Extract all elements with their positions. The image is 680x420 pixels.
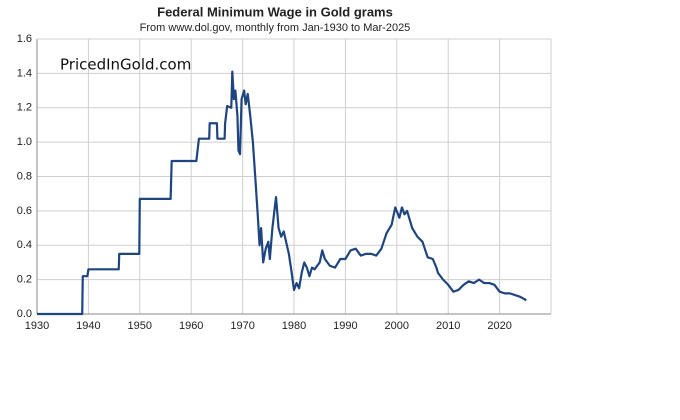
y-tick-label: 1.2 — [17, 102, 32, 114]
y-tick-label: 1.4 — [17, 67, 32, 79]
y-tick-label: 1.0 — [17, 136, 32, 148]
y-tick-label: 0.8 — [17, 170, 32, 182]
x-tick-label: 1970 — [230, 320, 254, 332]
x-tick-label: 1980 — [282, 320, 306, 332]
y-tick-label: 0.4 — [17, 239, 32, 251]
data-line — [37, 70, 527, 316]
y-tick-label: 1.6 — [17, 33, 32, 45]
x-tick-label: 1960 — [179, 320, 203, 332]
x-tick-label: 2000 — [385, 320, 409, 332]
chart-title: Federal Minimum Wage in Gold grams — [157, 4, 393, 19]
x-tick-label: 2010 — [436, 320, 460, 332]
x-tick-label: 1990 — [333, 320, 357, 332]
x-tick-label: 1930 — [25, 320, 49, 332]
x-tick-label: 2020 — [487, 320, 511, 332]
y-tick-label: 0.2 — [17, 274, 32, 286]
y-tick-label: 0.0 — [17, 308, 32, 320]
y-tick-label: 0.6 — [17, 205, 32, 217]
chart-subtitle: From www.dol.gov, monthly from Jan-1930 … — [140, 22, 411, 34]
watermark: PricedInGold.com — [60, 56, 191, 74]
x-tick-label: 1950 — [128, 320, 152, 332]
x-tick-label: 1940 — [76, 320, 100, 332]
